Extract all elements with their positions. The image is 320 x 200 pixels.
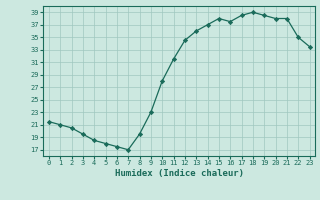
X-axis label: Humidex (Indice chaleur): Humidex (Indice chaleur)	[115, 169, 244, 178]
